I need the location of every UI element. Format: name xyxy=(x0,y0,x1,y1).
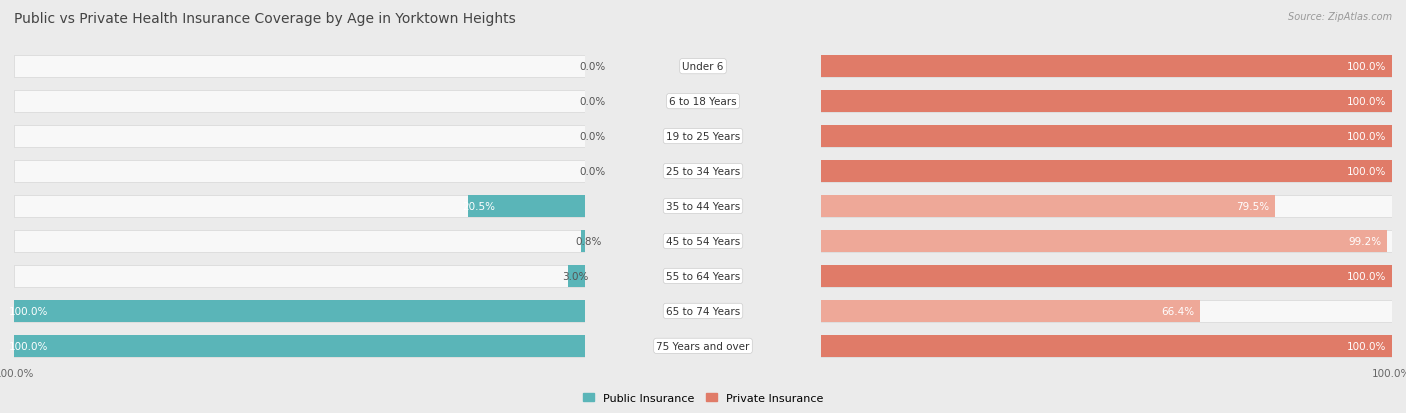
Text: 100.0%: 100.0% xyxy=(8,341,48,351)
Text: 100.0%: 100.0% xyxy=(8,306,48,316)
Bar xyxy=(821,126,1392,147)
Text: 25 to 34 Years: 25 to 34 Years xyxy=(666,166,740,177)
Text: 0.8%: 0.8% xyxy=(575,236,602,247)
Bar xyxy=(821,300,1392,322)
Text: 45 to 54 Years: 45 to 54 Years xyxy=(666,236,740,247)
Bar xyxy=(821,91,1392,113)
Text: 100.0%: 100.0% xyxy=(1347,62,1386,72)
Text: 65 to 74 Years: 65 to 74 Years xyxy=(666,306,740,316)
Bar xyxy=(821,126,1392,147)
Bar xyxy=(821,230,1392,252)
Bar xyxy=(821,335,1392,357)
Bar xyxy=(14,266,585,287)
Text: 100.0%: 100.0% xyxy=(1347,166,1386,177)
Bar xyxy=(821,91,1392,113)
Bar xyxy=(14,300,585,322)
Bar xyxy=(14,335,585,357)
Bar xyxy=(14,230,585,252)
Bar xyxy=(821,56,1392,78)
Bar xyxy=(14,335,585,357)
Legend: Public Insurance, Private Insurance: Public Insurance, Private Insurance xyxy=(579,389,827,408)
Bar xyxy=(581,230,585,252)
Bar xyxy=(821,56,1392,78)
Text: 79.5%: 79.5% xyxy=(1236,202,1270,211)
Text: 20.5%: 20.5% xyxy=(463,202,495,211)
Text: 3.0%: 3.0% xyxy=(562,271,589,281)
Bar xyxy=(14,56,585,78)
Bar xyxy=(821,335,1392,357)
Text: 6 to 18 Years: 6 to 18 Years xyxy=(669,97,737,107)
Bar xyxy=(821,266,1392,287)
Bar xyxy=(821,230,1388,252)
Bar xyxy=(821,196,1275,217)
Text: 0.0%: 0.0% xyxy=(579,132,606,142)
Text: 100.0%: 100.0% xyxy=(1347,132,1386,142)
Bar xyxy=(821,161,1392,183)
Text: 19 to 25 Years: 19 to 25 Years xyxy=(666,132,740,142)
Text: 35 to 44 Years: 35 to 44 Years xyxy=(666,202,740,211)
Text: 0.0%: 0.0% xyxy=(579,62,606,72)
Text: 100.0%: 100.0% xyxy=(1347,271,1386,281)
Bar xyxy=(14,126,585,147)
Text: Under 6: Under 6 xyxy=(682,62,724,72)
Bar xyxy=(468,196,585,217)
Bar xyxy=(14,91,585,113)
Text: Public vs Private Health Insurance Coverage by Age in Yorktown Heights: Public vs Private Health Insurance Cover… xyxy=(14,12,516,26)
Text: 55 to 64 Years: 55 to 64 Years xyxy=(666,271,740,281)
Text: 0.0%: 0.0% xyxy=(579,97,606,107)
Text: 100.0%: 100.0% xyxy=(1347,341,1386,351)
Bar xyxy=(821,266,1392,287)
Bar xyxy=(821,196,1392,217)
Bar xyxy=(14,161,585,183)
Text: 75 Years and over: 75 Years and over xyxy=(657,341,749,351)
Bar xyxy=(821,300,1199,322)
Text: 100.0%: 100.0% xyxy=(1347,97,1386,107)
Bar xyxy=(14,300,585,322)
Text: 0.0%: 0.0% xyxy=(579,166,606,177)
Bar xyxy=(568,266,585,287)
Bar xyxy=(14,196,585,217)
Bar xyxy=(821,161,1392,183)
Text: 99.2%: 99.2% xyxy=(1348,236,1382,247)
Text: Source: ZipAtlas.com: Source: ZipAtlas.com xyxy=(1288,12,1392,22)
Text: 66.4%: 66.4% xyxy=(1161,306,1194,316)
